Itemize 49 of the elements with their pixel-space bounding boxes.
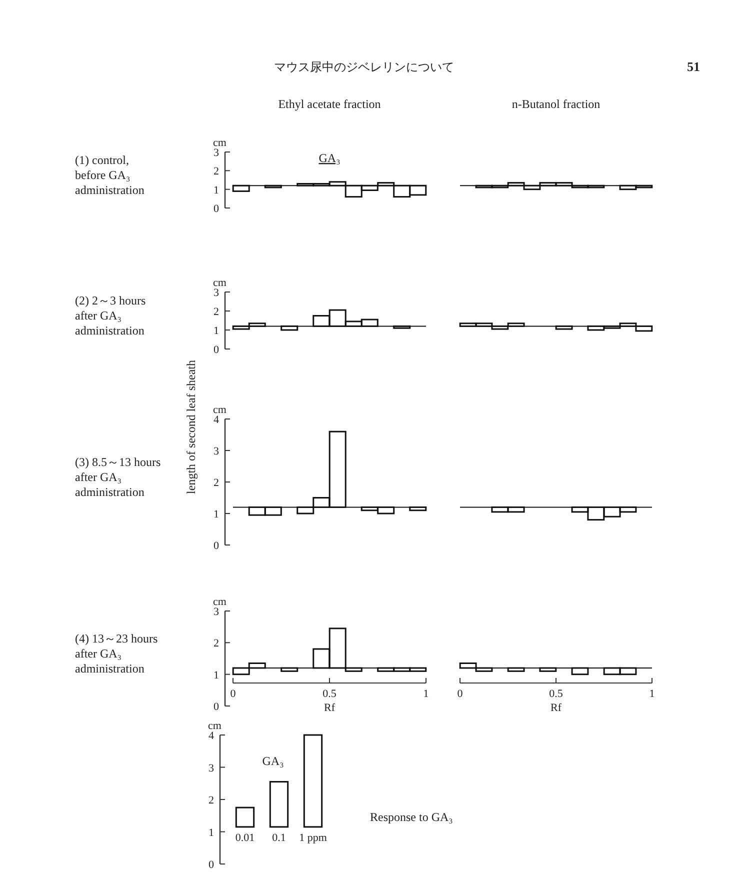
y-tick-label: 0 (208, 859, 214, 871)
x-tick-label: 0.1 (272, 832, 286, 844)
y-tick-label: 0 (214, 540, 220, 552)
annotation: GA₃ (318, 151, 340, 165)
y-tick-label: 0 (214, 203, 220, 215)
x-axis-title: Rf (550, 702, 562, 714)
text: (1) control, before GA₃ administration (75, 153, 144, 197)
y-tick-label: 3 (208, 762, 214, 774)
y-tick-label: 2 (214, 306, 219, 318)
y-axis-title: cm (213, 137, 227, 149)
y-tick-label: 1 (214, 508, 219, 520)
text: (2) 2～3 hours after GA₃ administration (75, 294, 146, 338)
chart-title: n-Butanol fraction (512, 97, 600, 111)
text: length of second leaf sheath (184, 360, 198, 494)
text: (4) 13～23 hours after GA₃ administration (75, 632, 158, 676)
x-tick-label: 1 ppm (299, 832, 328, 844)
y-tick-label: 3 (214, 606, 220, 618)
y-tick-label: 3 (214, 287, 220, 299)
x-tick-label: 0 (457, 688, 464, 700)
y-tick-label: 3 (214, 147, 220, 159)
y-tick-label: 1 (214, 669, 219, 682)
y-tick-label: 4 (214, 414, 220, 426)
x-tick-label: 0.5 (549, 688, 564, 700)
chart-title: Ethyl acetate fraction (278, 97, 381, 111)
y-axis-title: cm (213, 596, 227, 608)
text: マウス尿中のジベレリンについて (274, 60, 454, 74)
text: 51 (687, 59, 700, 74)
y-tick-label: 2 (214, 477, 219, 489)
annotation: GA₃ (262, 754, 284, 768)
x-tick-label: 1 (423, 688, 429, 700)
y-tick-label: 2 (214, 638, 219, 650)
y-tick-label: 4 (208, 730, 214, 742)
y-tick-label: 0 (214, 701, 220, 713)
y-tick-label: 1 (214, 184, 219, 196)
x-tick-label: 0.01 (235, 832, 255, 844)
y-axis-title: cm (213, 404, 227, 416)
x-axis-title: Rf (324, 702, 336, 714)
x-tick-label: 0.5 (322, 688, 337, 700)
text: Response to GA₃ (370, 810, 453, 824)
text: (3) 8.5～13 hours after GA₃ administration (75, 455, 161, 499)
y-tick-label: 2 (208, 794, 214, 806)
y-axis-title: cm (208, 720, 222, 732)
y-tick-label: 2 (214, 166, 219, 178)
y-tick-label: 1 (214, 325, 219, 337)
x-tick-label: 0 (230, 688, 236, 700)
x-tick-label: 1 (649, 688, 655, 700)
y-axis-title: cm (213, 277, 227, 289)
y-tick-label: 0 (214, 344, 220, 356)
y-tick-label: 3 (214, 446, 220, 458)
